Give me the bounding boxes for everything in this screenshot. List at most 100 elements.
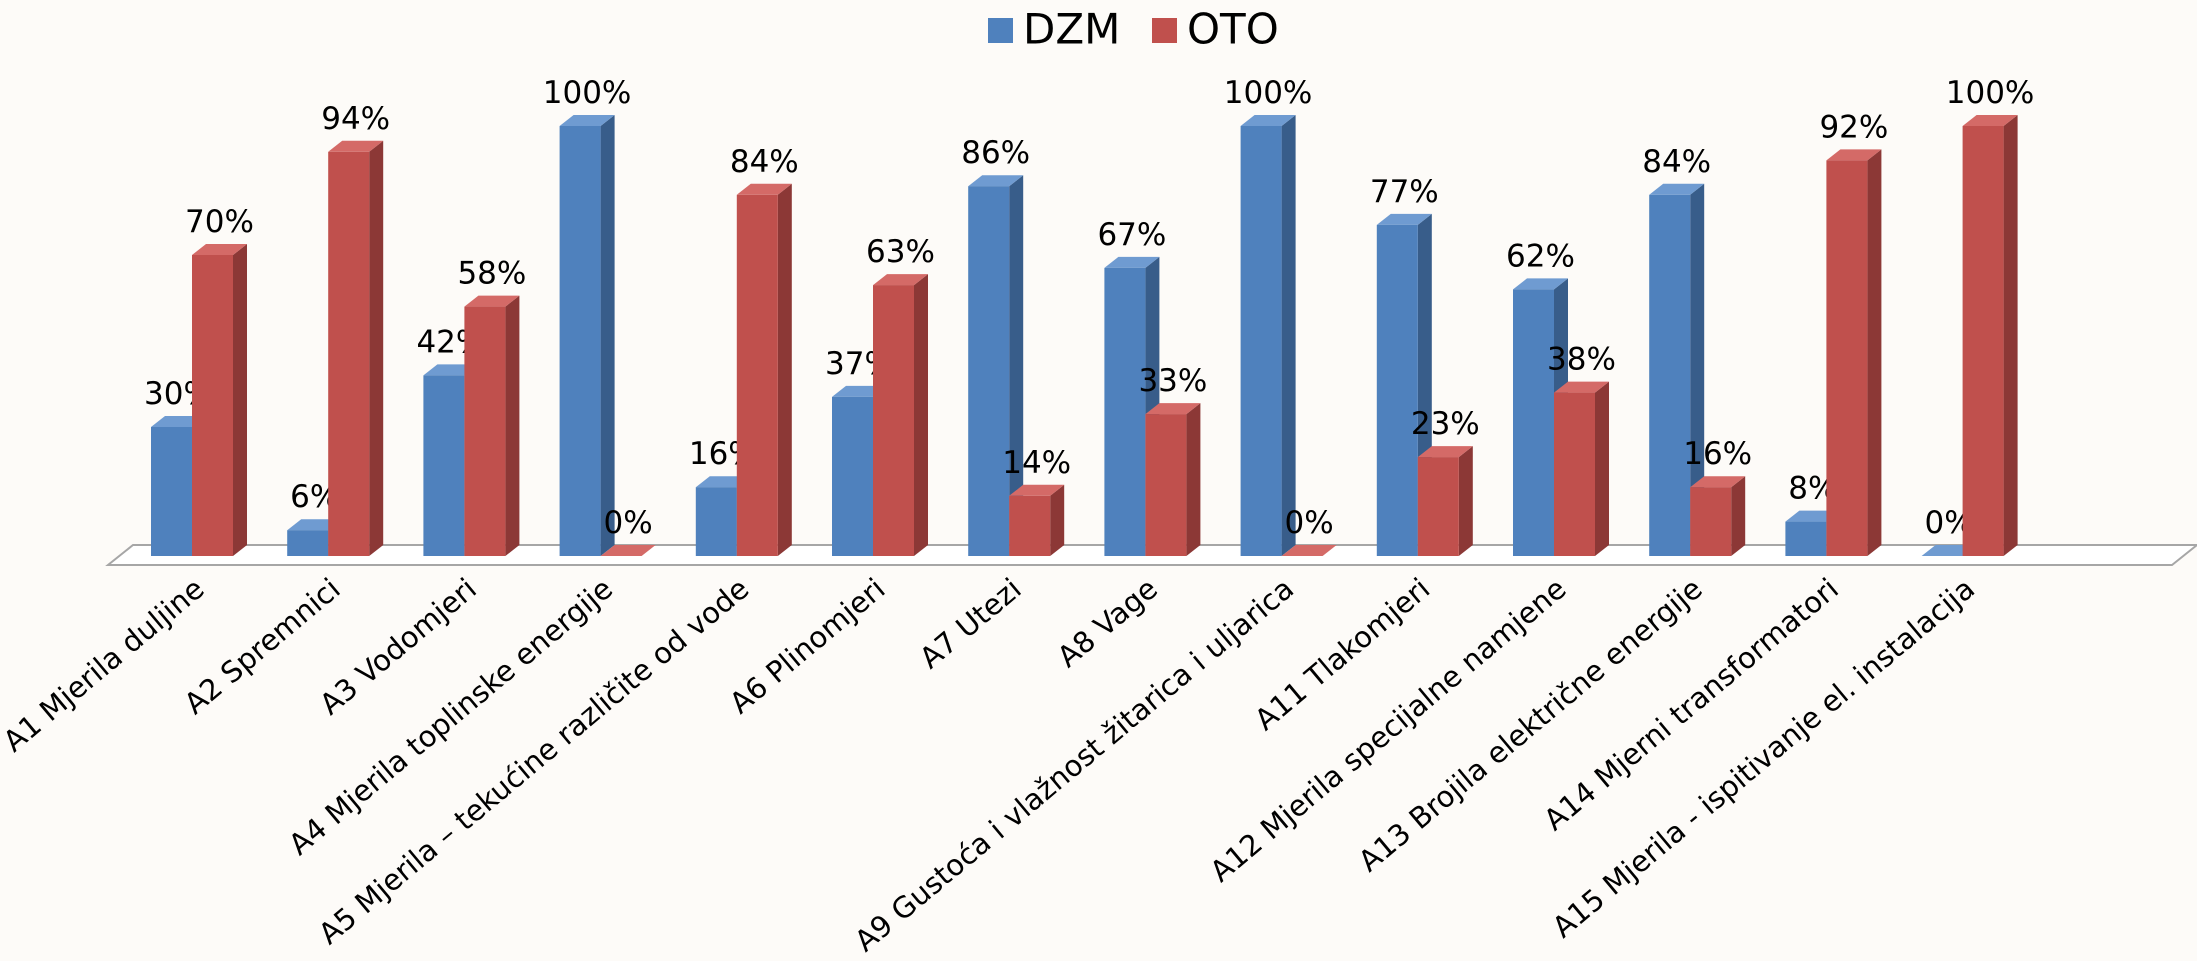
bar xyxy=(1145,403,1201,556)
bar-top xyxy=(1513,278,1568,290)
data-label: 58% xyxy=(457,256,526,292)
bar-top xyxy=(968,175,1024,187)
bar-top xyxy=(1376,213,1432,225)
data-label: 86% xyxy=(961,135,1030,171)
bar-front xyxy=(873,285,914,556)
legend-label: DZM xyxy=(1023,5,1120,54)
bar xyxy=(1376,213,1432,556)
bar-side xyxy=(369,140,384,557)
data-label: 0% xyxy=(604,505,653,541)
data-label: 0% xyxy=(1285,505,1334,541)
bar xyxy=(328,140,384,557)
bar-front xyxy=(1785,521,1827,556)
bar-front xyxy=(1513,289,1554,556)
bar xyxy=(1649,183,1705,557)
bar-front xyxy=(1009,495,1051,556)
bar-side xyxy=(233,244,247,556)
bar xyxy=(873,274,928,556)
data-label: 62% xyxy=(1506,238,1575,274)
bar-top xyxy=(464,295,520,307)
bar-top xyxy=(1962,115,2018,126)
bar xyxy=(968,175,1024,556)
bar-side xyxy=(1731,476,1746,556)
data-label: 77% xyxy=(1370,174,1439,210)
bar-front xyxy=(695,487,737,556)
bar-front xyxy=(736,194,778,557)
bar-top xyxy=(1826,149,1882,161)
data-label: 84% xyxy=(730,144,799,180)
bar xyxy=(1962,115,2018,556)
bar-front xyxy=(1690,487,1732,556)
bar-front xyxy=(1240,126,1282,556)
bar-front xyxy=(1145,414,1187,556)
bar-side xyxy=(1281,115,1296,556)
data-label: 100% xyxy=(1946,75,2035,111)
data-label: 84% xyxy=(1642,144,1711,180)
bar xyxy=(1826,149,1882,556)
data-label: 70% xyxy=(185,204,254,240)
bar-front xyxy=(1962,126,2004,556)
bar xyxy=(192,244,247,556)
bar-front xyxy=(1417,457,1459,556)
data-label: 100% xyxy=(543,75,632,111)
legend-label: OTO xyxy=(1187,5,1279,54)
bar-top xyxy=(192,244,247,255)
bar-side xyxy=(777,183,792,557)
legend-swatch xyxy=(1152,18,1177,43)
bar-side xyxy=(1458,446,1473,556)
bar-side xyxy=(1867,149,1882,556)
bar xyxy=(736,183,792,557)
legend-swatch xyxy=(988,18,1013,43)
bar-top xyxy=(1417,446,1473,458)
bar xyxy=(1554,381,1609,556)
data-label: 67% xyxy=(1097,217,1166,253)
bar xyxy=(1690,476,1746,556)
bar-top xyxy=(1281,545,1337,556)
bar-top xyxy=(559,115,615,126)
bar-front xyxy=(423,375,465,556)
bar-side xyxy=(1009,175,1024,556)
bar xyxy=(1417,446,1473,556)
data-label: 23% xyxy=(1411,406,1480,442)
bar xyxy=(1104,256,1160,556)
bar-top xyxy=(1690,476,1746,488)
bar-top xyxy=(1554,381,1609,393)
bar-front xyxy=(968,186,1010,556)
bar-front xyxy=(287,530,329,556)
bar-front xyxy=(1554,392,1595,556)
data-label: 100% xyxy=(1224,75,1313,111)
bar-side xyxy=(1050,484,1065,556)
data-label: 38% xyxy=(1547,342,1616,378)
bar xyxy=(464,295,520,556)
bar-side xyxy=(505,295,520,556)
bar-front xyxy=(1104,267,1146,556)
bar-top xyxy=(1009,484,1065,496)
data-label: 63% xyxy=(866,234,935,270)
bar-side xyxy=(2003,115,2018,556)
bar xyxy=(1240,115,1296,556)
bar xyxy=(600,545,656,556)
bar-top xyxy=(1649,183,1705,195)
bar-top xyxy=(873,274,928,286)
data-label: 16% xyxy=(1683,436,1752,472)
bar-front xyxy=(559,126,601,556)
bar xyxy=(1281,545,1337,556)
data-label: 94% xyxy=(321,101,390,137)
bar-front xyxy=(464,306,506,556)
bar-top xyxy=(1240,115,1296,126)
bar-side xyxy=(914,274,928,556)
bar-top xyxy=(600,545,656,556)
data-label: 92% xyxy=(1819,109,1888,145)
bar xyxy=(1009,484,1065,556)
bar-front xyxy=(1826,160,1868,556)
bar-front xyxy=(151,427,192,556)
bar-front xyxy=(192,255,233,556)
bar-front xyxy=(1649,194,1691,557)
bar-top xyxy=(1145,403,1201,415)
bar-side xyxy=(1186,403,1201,556)
bar-front xyxy=(1376,224,1418,556)
bar-top xyxy=(736,183,792,195)
data-label: 14% xyxy=(1002,445,1071,481)
bar-front xyxy=(328,151,370,557)
